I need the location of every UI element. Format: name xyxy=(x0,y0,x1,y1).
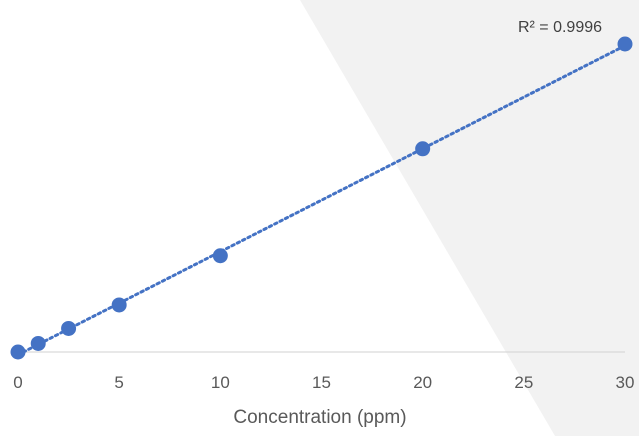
x-tick-label: 5 xyxy=(114,373,123,392)
x-tick-label: 15 xyxy=(312,373,331,392)
x-tick-label: 0 xyxy=(13,373,22,392)
data-point xyxy=(111,297,127,313)
x-tick-label: 30 xyxy=(616,373,635,392)
data-point xyxy=(61,320,77,336)
r-squared-annotation: R² = 0.9996 xyxy=(518,19,602,36)
x-axis-title: Concentration (ppm) xyxy=(233,407,406,428)
data-point xyxy=(10,344,26,360)
data-point xyxy=(30,335,46,351)
data-points-layer xyxy=(10,36,633,360)
data-point xyxy=(415,141,431,157)
x-tick-label: 25 xyxy=(514,373,533,392)
data-point xyxy=(212,248,228,264)
background-shade xyxy=(300,0,639,436)
x-tick-label: 20 xyxy=(413,373,432,392)
x-tick-labels: 0 5 10 15 20 25 30 xyxy=(13,373,634,392)
data-point xyxy=(617,36,633,52)
x-tick-label: 10 xyxy=(211,373,230,392)
